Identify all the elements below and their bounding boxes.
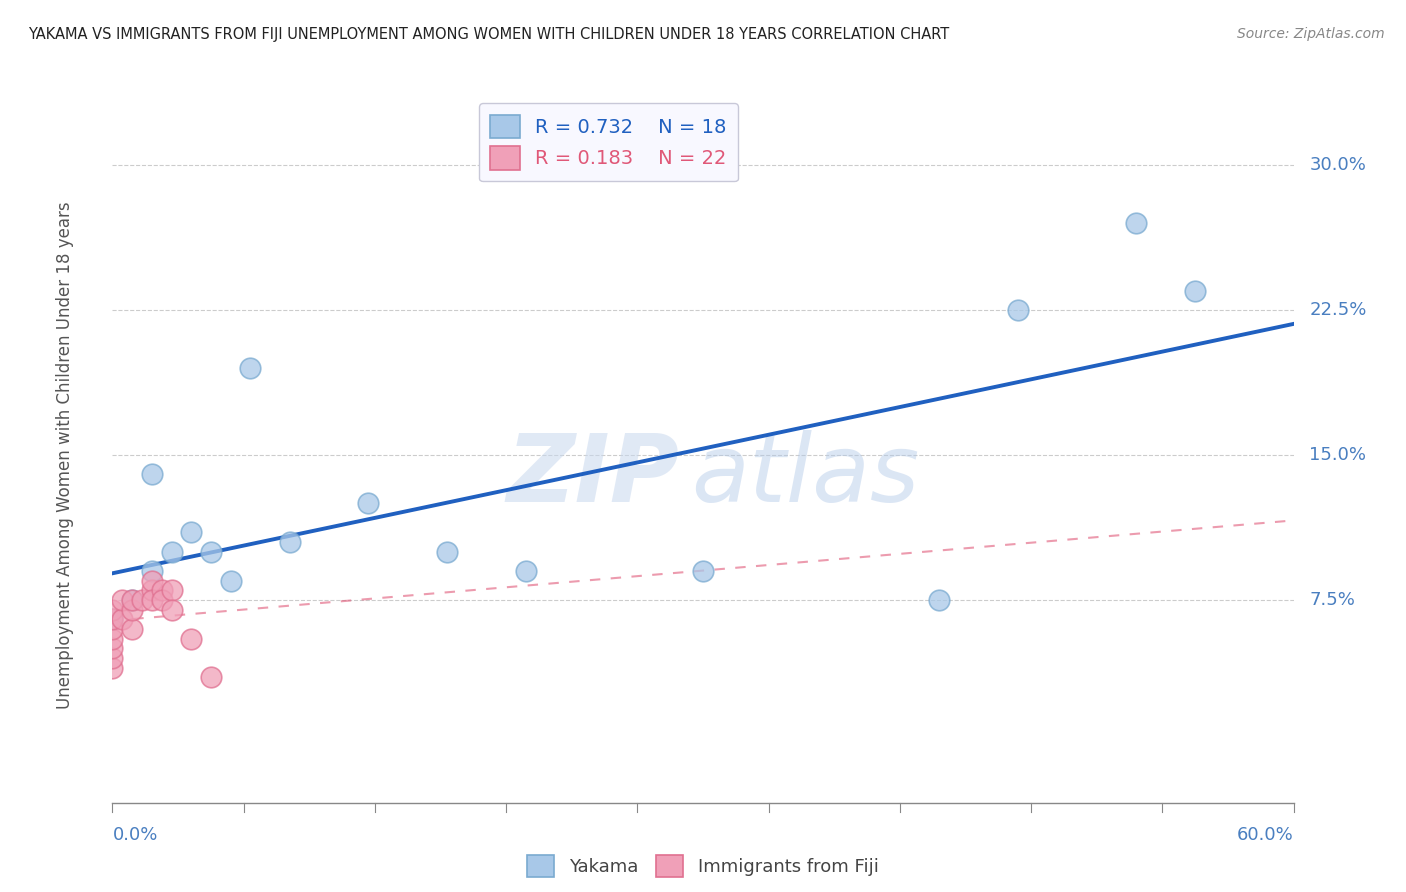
Point	[278, 534, 301, 549]
Text: 0.0%: 0.0%	[112, 826, 157, 844]
Point	[219, 574, 242, 588]
Text: ZIP: ZIP	[506, 430, 679, 522]
Point	[1125, 216, 1147, 230]
Point	[357, 496, 380, 510]
Point	[239, 361, 262, 376]
Point	[436, 544, 458, 558]
Text: Source: ZipAtlas.com: Source: ZipAtlas.com	[1237, 27, 1385, 41]
Point	[141, 592, 163, 607]
Point	[101, 602, 124, 616]
Point	[101, 651, 124, 665]
Text: YAKAMA VS IMMIGRANTS FROM FIJI UNEMPLOYMENT AMONG WOMEN WITH CHILDREN UNDER 18 Y: YAKAMA VS IMMIGRANTS FROM FIJI UNEMPLOYM…	[28, 27, 949, 42]
Point	[200, 544, 222, 558]
Text: Unemployment Among Women with Children Under 18 years: Unemployment Among Women with Children U…	[56, 201, 75, 709]
Point	[141, 564, 163, 578]
Point	[1007, 303, 1029, 318]
Text: atlas: atlas	[692, 430, 920, 521]
Point	[180, 632, 202, 646]
Text: 7.5%: 7.5%	[1309, 591, 1355, 609]
Point	[121, 622, 143, 636]
Point	[101, 660, 124, 674]
Point	[121, 592, 143, 607]
Point	[141, 467, 163, 482]
Point	[160, 602, 183, 616]
Point	[131, 592, 153, 607]
Point	[180, 525, 202, 540]
Point	[121, 602, 143, 616]
Point	[150, 592, 173, 607]
Point	[160, 544, 183, 558]
Point	[928, 592, 950, 607]
Text: 15.0%: 15.0%	[1309, 446, 1367, 464]
Point	[101, 641, 124, 656]
Point	[200, 670, 222, 684]
Point	[692, 564, 714, 578]
Point	[101, 622, 124, 636]
Point	[111, 592, 134, 607]
Point	[111, 612, 134, 626]
Point	[141, 574, 163, 588]
Point	[515, 564, 537, 578]
Legend: Yakama, Immigrants from Fiji: Yakama, Immigrants from Fiji	[520, 847, 886, 884]
Text: 60.0%: 60.0%	[1237, 826, 1294, 844]
Text: 22.5%: 22.5%	[1309, 301, 1367, 319]
Point	[1184, 284, 1206, 298]
Point	[101, 632, 124, 646]
Point	[121, 592, 143, 607]
Text: 30.0%: 30.0%	[1309, 156, 1367, 174]
Point	[101, 612, 124, 626]
Point	[150, 583, 173, 598]
Point	[101, 612, 124, 626]
Point	[160, 583, 183, 598]
Point	[141, 583, 163, 598]
